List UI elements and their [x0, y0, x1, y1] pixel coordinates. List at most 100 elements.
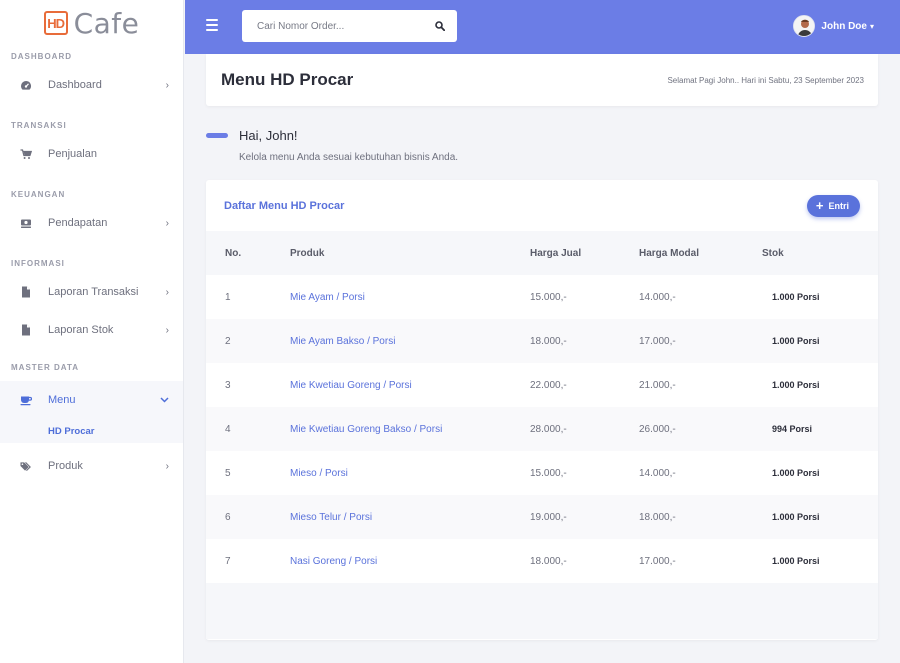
cell-stok: 1.000 Porsi: [772, 292, 820, 302]
user-name: John Doe: [821, 20, 867, 32]
cell-stok: 1.000 Porsi: [772, 336, 820, 346]
chevron-right-icon: ›: [165, 460, 169, 472]
column-header-produk: Produk: [290, 247, 325, 259]
cell-harga-modal: 18.000,-: [639, 511, 676, 523]
product-link[interactable]: Mie Ayam Bakso / Porsi: [290, 335, 396, 347]
card-header: Daftar Menu HD Procar + Entri: [206, 180, 878, 231]
speedometer-icon: [20, 79, 32, 91]
add-entry-button[interactable]: + Entri: [806, 194, 860, 217]
sidebar-heading-master-data: MASTER DATA: [11, 362, 80, 372]
file-icon: [20, 286, 32, 298]
welcome-title: Hai, John!: [239, 128, 298, 143]
tags-icon: [20, 460, 32, 472]
sidebar-item-label: Laporan Stok: [48, 324, 114, 336]
table-header-row: No. Produk Harga Jual Harga Modal Stok: [206, 231, 878, 275]
search-box: [242, 10, 457, 42]
chevron-right-icon: ›: [165, 324, 169, 336]
sidebar-item-pendapatan[interactable]: Pendapatan ›: [0, 204, 183, 242]
sidebar-heading-keuangan: KEUANGAN: [11, 189, 66, 199]
cell-produk: Mieso / Porsi: [290, 451, 530, 495]
sidebar-subitem-hd-procar[interactable]: HD Procar: [0, 419, 183, 443]
cell-harga-modal: 26.000,-: [639, 423, 676, 435]
sidebar-item-label: Pendapatan: [48, 217, 108, 229]
cell-harga-modal: 17.000,-: [639, 335, 676, 347]
coffee-icon: [20, 394, 32, 406]
card-footer: [206, 583, 878, 639]
column-header-stok: Stok: [762, 247, 784, 259]
chevron-right-icon: ›: [165, 79, 169, 91]
sidebar-heading-dashboard: DASHBOARD: [11, 51, 72, 61]
file-icon: [20, 324, 32, 336]
cell-no: 3: [225, 379, 231, 391]
cell-harga-modal: 21.000,-: [639, 379, 676, 391]
cell-harga-modal: 14.000,-: [639, 291, 676, 303]
brand[interactable]: HD Cafe: [0, 0, 183, 46]
product-link[interactable]: Mieso Telur / Porsi: [290, 511, 373, 523]
sidebar-item-label: Penjualan: [48, 148, 97, 160]
cell-harga-jual: 15.000,-: [530, 291, 567, 303]
sidebar-item-label: Menu: [48, 394, 76, 406]
product-link[interactable]: Mieso / Porsi: [290, 467, 348, 479]
product-link[interactable]: Mie Kwetiau Goreng / Porsi: [290, 379, 412, 391]
product-link[interactable]: Mie Ayam / Porsi: [290, 291, 365, 303]
cell-harga-jual: 28.000,-: [530, 423, 567, 435]
cell-harga-modal: 14.000,-: [639, 467, 676, 479]
sidebar-item-dashboard[interactable]: Dashboard ›: [0, 66, 183, 104]
cell-stok: 1.000 Porsi: [772, 512, 820, 522]
cell-produk: Mie Kwetiau Goreng / Porsi: [290, 363, 530, 407]
cell-no: 5: [225, 467, 231, 479]
add-entry-label: Entri: [828, 200, 849, 211]
brand-logo-icon: HD: [43, 11, 68, 35]
money-icon: [20, 217, 32, 229]
cell-produk: Mie Ayam / Porsi: [290, 275, 530, 319]
page-title: Menu HD Procar: [221, 70, 354, 89]
page-header: Menu HD Procar Selamat Pagi John.. Hari …: [206, 54, 878, 106]
cell-harga-jual: 18.000,-: [530, 335, 567, 347]
product-link[interactable]: Mie Kwetiau Goreng Bakso / Porsi: [290, 423, 443, 435]
cell-harga-jual: 15.000,-: [530, 467, 567, 479]
greeting-date: Selamat Pagi John.. Hari ini Sabtu, 23 S…: [667, 75, 864, 85]
sidebar-item-produk[interactable]: Produk ›: [0, 447, 183, 485]
chevron-down-icon: [160, 395, 169, 406]
sidebar-heading-transaksi: TRANSAKSI: [11, 120, 67, 130]
cell-no: 4: [225, 423, 231, 435]
topbar: John Doe ▾: [185, 0, 900, 54]
product-link[interactable]: Nasi Goreng / Porsi: [290, 555, 378, 567]
table-row: 4 Mie Kwetiau Goreng Bakso / Porsi 28.00…: [206, 407, 878, 451]
search-input[interactable]: [242, 10, 423, 42]
table-row: 6 Mieso Telur / Porsi 19.000,- 18.000,- …: [206, 495, 878, 539]
cell-harga-jual: 22.000,-: [530, 379, 567, 391]
sidebar-item-laporan-stok[interactable]: Laporan Stok ›: [0, 311, 183, 349]
welcome-subtitle: Kelola menu Anda sesuai kebutuhan bisnis…: [239, 152, 459, 163]
cell-harga-jual: 19.000,-: [530, 511, 567, 523]
sidebar-item-laporan-transaksi[interactable]: Laporan Transaksi ›: [0, 273, 183, 311]
cell-no: 7: [225, 555, 231, 567]
sidebar: HD Cafe DASHBOARD Dashboard › TRANSAKSI …: [0, 0, 184, 663]
chevron-right-icon: ›: [165, 286, 169, 298]
menu-card: Daftar Menu HD Procar + Entri No. Produk…: [206, 180, 878, 640]
cell-no: 6: [225, 511, 231, 523]
menu-table: No. Produk Harga Jual Harga Modal Stok 1…: [206, 231, 878, 583]
hamburger-menu-icon[interactable]: [206, 19, 218, 31]
sidebar-item-label: Laporan Transaksi: [48, 286, 139, 298]
cell-no: 2: [225, 335, 231, 347]
brand-name: Cafe: [73, 6, 140, 40]
cell-produk: Mie Ayam Bakso / Porsi: [290, 319, 530, 363]
cell-stok: 1.000 Porsi: [772, 556, 820, 566]
sidebar-item-penjualan[interactable]: Penjualan: [0, 135, 183, 173]
column-header-harga-jual: Harga Jual: [530, 247, 582, 259]
column-header-harga-modal: Harga Modal: [639, 247, 700, 259]
table-row: 3 Mie Kwetiau Goreng / Porsi 22.000,- 21…: [206, 363, 878, 407]
user-menu[interactable]: John Doe ▾: [793, 15, 874, 37]
accent-bar: [206, 133, 228, 138]
sidebar-item-label: Produk: [48, 460, 83, 472]
sidebar-heading-informasi: INFORMASI: [11, 258, 65, 268]
cell-no: 1: [225, 291, 231, 303]
column-header-no: No.: [225, 247, 242, 259]
cell-harga-jual: 18.000,-: [530, 555, 567, 567]
caret-down-icon: ▾: [869, 21, 874, 31]
sidebar-item-menu[interactable]: Menu: [0, 381, 183, 419]
cell-produk: Nasi Goreng / Porsi: [290, 539, 530, 583]
search-icon[interactable]: [423, 10, 457, 42]
sidebar-item-label: Dashboard: [48, 79, 102, 91]
